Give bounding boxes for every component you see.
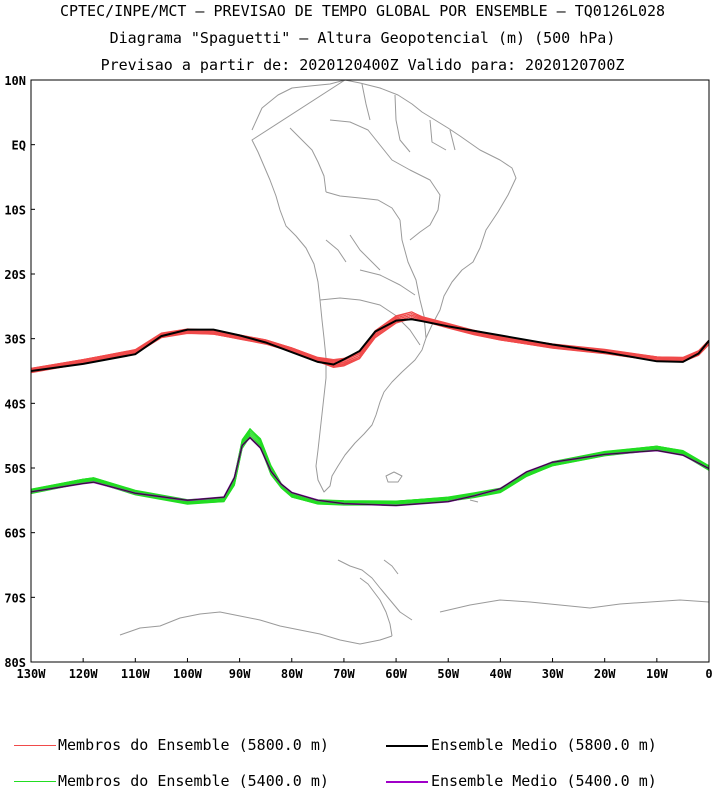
legend-label-mean-5800: Ensemble Medio (5800.0 m) [431,736,657,754]
title-line-2: Diagrama "Spaguetti" — Altura Geopotenci… [109,29,616,47]
lat-tick-label: 70S [4,591,26,605]
ensemble-member-line [31,435,709,506]
lat-tick-label: 80S [4,656,26,670]
lon-tick-label: 20W [594,667,616,681]
country-borders [289,83,456,346]
lon-tick-label: 70W [333,667,355,681]
lon-tick-label: 130W [17,667,47,681]
coastlines [119,80,709,645]
legend-label-members-5800: Membros do Ensemble (5800.0 m) [58,736,329,754]
lat-tick-label: EQ [12,139,26,153]
ensemble-member-line [31,435,709,506]
ensemble-member-line [31,435,709,506]
lat-tick-label: 20S [4,268,26,282]
lat-tick-label: 10S [4,203,26,217]
legend-line-mean-5400 [386,781,428,783]
ensemble-member-line [31,317,709,374]
ensemble-member-line [31,431,709,504]
title-line-1: CPTEC/INPE/MCT — PREVISAO DE TEMPO GLOBA… [59,2,666,20]
lat-tick-label: 30S [4,333,26,347]
lon-tick-label: 0 [705,667,712,681]
ensemble-mean-line-5800 [31,318,709,372]
lon-tick-label: 30W [542,667,564,681]
ensemble-mean-line-5400 [31,436,709,507]
legend-line-members-5800 [14,745,56,746]
antarctic-peninsula [337,559,413,637]
title-line-3: Previsao a partir de: 2020120400Z Valido… [100,56,625,74]
legend-line-members-5400 [14,781,56,782]
lon-tick-label: 10W [646,667,668,681]
lon-tick-label: 40W [490,667,512,681]
ensemble-mean-overlay-5400 [31,436,709,507]
map-frame [30,79,710,663]
lon-tick-label: 50W [437,667,459,681]
lon-tick-label: 90W [229,667,251,681]
lat-tick-label: 40S [4,397,26,411]
south-america-coast [251,80,517,493]
legend-line-mean-5800 [386,745,428,747]
lat-tick-label: 10N [4,74,26,88]
lon-tick-label: 120W [69,667,99,681]
lon-tick-label: 60W [385,667,407,681]
legend-label-mean-5400: Ensemble Medio (5400.0 m) [431,772,657,790]
antarctica-coast [119,599,709,645]
ensemble-member-line [31,433,709,505]
falkland-islands [385,471,403,483]
lon-tick-label: 100W [173,667,203,681]
lon-tick-label: 80W [281,667,303,681]
lat-tick-label: 50S [4,462,26,476]
lon-tick-label: 110W [121,667,151,681]
south-georgia [469,499,479,503]
contour-lines [31,311,709,507]
legend-label-members-5400: Membros do Ensemble (5400.0 m) [58,772,329,790]
lat-tick-label: 60S [4,527,26,541]
